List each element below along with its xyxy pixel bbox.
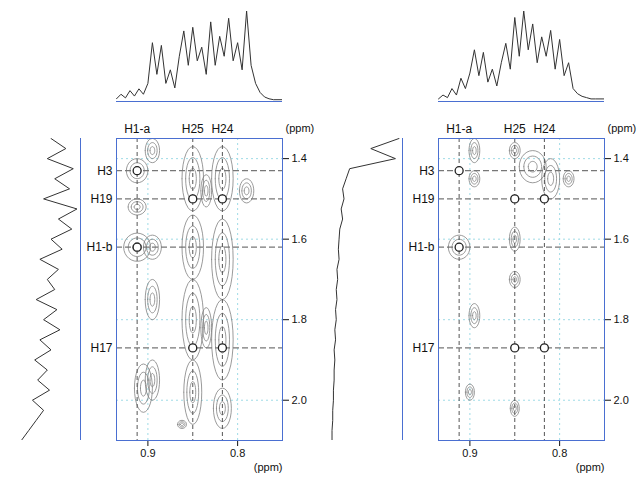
svg-text:H1-b: H1-b bbox=[86, 240, 112, 254]
svg-text:H17: H17 bbox=[90, 341, 112, 355]
svg-text:H1-b: H1-b bbox=[408, 240, 434, 254]
svg-text:1.6: 1.6 bbox=[614, 233, 629, 245]
svg-text:1.6: 1.6 bbox=[292, 233, 307, 245]
svg-text:2.0: 2.0 bbox=[614, 394, 629, 406]
svg-text:H24: H24 bbox=[533, 122, 555, 136]
svg-text:H25: H25 bbox=[504, 122, 526, 136]
svg-text:(ppm): (ppm) bbox=[576, 461, 605, 473]
svg-text:(ppm): (ppm) bbox=[254, 461, 283, 473]
svg-text:1.8: 1.8 bbox=[614, 313, 629, 325]
svg-text:H3: H3 bbox=[419, 164, 435, 178]
svg-text:H3: H3 bbox=[97, 164, 113, 178]
svg-text:1.4: 1.4 bbox=[614, 152, 629, 164]
svg-text:H17: H17 bbox=[412, 341, 434, 355]
svg-text:H25: H25 bbox=[182, 122, 204, 136]
svg-text:1.4: 1.4 bbox=[292, 152, 307, 164]
svg-text:0.8: 0.8 bbox=[552, 447, 567, 459]
svg-text:H19: H19 bbox=[90, 192, 112, 206]
svg-text:2.0: 2.0 bbox=[292, 394, 307, 406]
svg-text:H1-a: H1-a bbox=[124, 122, 150, 136]
svg-text:0.9: 0.9 bbox=[462, 447, 477, 459]
svg-text:0.8: 0.8 bbox=[230, 447, 245, 459]
svg-text:H1-a: H1-a bbox=[446, 122, 472, 136]
svg-text:1.8: 1.8 bbox=[292, 313, 307, 325]
svg-text:H19: H19 bbox=[412, 192, 434, 206]
svg-text:H24: H24 bbox=[211, 122, 233, 136]
svg-text:(ppm): (ppm) bbox=[608, 122, 637, 134]
svg-text:0.9: 0.9 bbox=[140, 447, 155, 459]
svg-text:(ppm): (ppm) bbox=[286, 122, 315, 134]
